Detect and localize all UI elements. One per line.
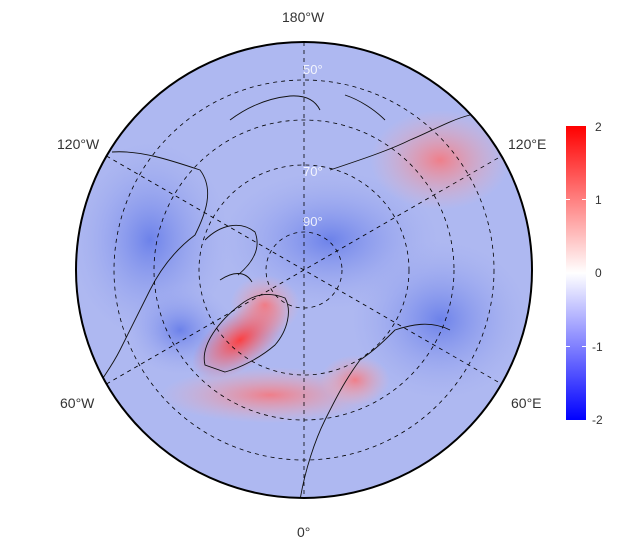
colorbar-tick-minus2: -2: [592, 413, 603, 427]
latitude-label-50: 50°: [303, 62, 323, 77]
latitude-circle-70: [198, 164, 410, 376]
lon-label-60e: 60°E: [511, 395, 542, 411]
greenland-coastline: [203, 293, 289, 373]
lon-label-60w: 60°W: [60, 395, 95, 411]
lon-label-120w: 120°W: [57, 136, 100, 152]
colorbar-tick-2: 2: [595, 120, 602, 134]
latitude-label-90: 90°: [303, 214, 323, 229]
anomaly-eurasia: [350, 240, 530, 400]
latitude-label-70: 70°: [303, 164, 323, 179]
colorbar-gradient: [566, 126, 586, 420]
arctic-islands-coastline: [204, 224, 258, 283]
lon-label-180w: 180°W: [282, 9, 325, 25]
colorbar-tick-0: 0: [595, 266, 602, 280]
alaska-coastline: [229, 95, 321, 121]
europe-coastline: [299, 323, 451, 498]
colorbar-tick-minus1: -1: [592, 340, 603, 354]
north-america-coastline: [89, 151, 209, 401]
anomaly-east-siberia: [370, 110, 510, 210]
anomaly-scandinavia: [320, 355, 390, 405]
lon-label-120e: 120°E: [508, 136, 547, 152]
siberia-coastline: [329, 94, 471, 171]
anomaly-greenland-west: [192, 300, 288, 380]
lon-label-0: 0°: [297, 524, 311, 540]
map-boundary: [75, 41, 533, 499]
colorbar-tick-1: 1: [595, 193, 602, 207]
